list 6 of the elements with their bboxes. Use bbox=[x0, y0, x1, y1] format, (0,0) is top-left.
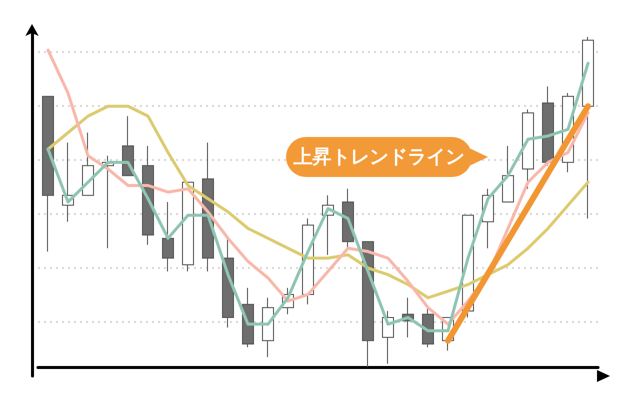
annotation: 上昇トレンドライン bbox=[294, 145, 464, 170]
candlestick bbox=[542, 86, 554, 166]
candlestick bbox=[522, 109, 534, 190]
candlestick bbox=[42, 96, 54, 252]
candlestick bbox=[162, 202, 174, 272]
candlestick bbox=[502, 145, 514, 202]
